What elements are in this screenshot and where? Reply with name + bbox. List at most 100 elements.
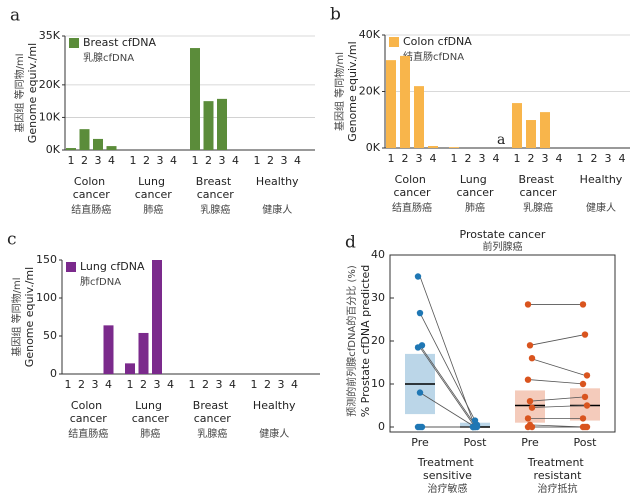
y-tick-label: 0K: [366, 141, 381, 154]
sample-label: 4: [430, 152, 437, 165]
point: [528, 355, 536, 362]
point: [416, 423, 424, 431]
sample-label: 4: [170, 154, 177, 167]
point: [528, 404, 536, 411]
bar: [79, 129, 90, 150]
sample-label: 3: [219, 154, 226, 167]
sample-label: 2: [264, 378, 271, 391]
pair-line: [529, 357, 586, 376]
point: [524, 376, 532, 383]
point: [526, 342, 534, 349]
panel-label: a: [10, 6, 20, 26]
category-label: Breast cancer: [196, 175, 235, 201]
bar: [540, 112, 550, 148]
category-label-cn: 结直肠癌: [71, 203, 111, 216]
sample-label: 1: [127, 378, 134, 391]
category-label-cn: 肺癌: [465, 201, 485, 214]
sample-label: 1: [189, 378, 196, 391]
chart-title: Prostate cancer: [460, 228, 546, 241]
bar: [106, 146, 117, 150]
sample-label: 2: [465, 152, 472, 165]
category-label: Healthy: [253, 399, 296, 412]
x-tick-label: Pre: [521, 436, 539, 449]
x-tick-label: Pre: [411, 436, 429, 449]
point: [579, 423, 587, 431]
sample-label: 3: [216, 378, 223, 391]
y-tick-label: 40: [371, 248, 385, 261]
point: [581, 331, 589, 338]
category-label-cn: 肺癌: [140, 427, 160, 440]
point: [414, 344, 422, 351]
y-axis-label: 基因组 等同物/ml: [13, 53, 26, 132]
pair-line: [529, 405, 586, 409]
category-label: Lung cancer: [135, 175, 173, 201]
legend-label: Breast cfDNA: [83, 36, 156, 49]
category-label: Healthy: [580, 173, 623, 186]
pair-line: [529, 396, 586, 402]
category-label: Colon cancer: [393, 173, 431, 199]
y-tick-label: 10K: [39, 110, 61, 123]
group-label-cn: 治疗敏感: [428, 482, 468, 495]
pair-line: [529, 334, 586, 346]
sample-label: 2: [528, 152, 535, 165]
y-tick-label: 30: [371, 291, 385, 304]
legend-label: Lung cfDNA: [80, 260, 145, 273]
point: [524, 301, 532, 308]
group-label: Treatment sensitive: [417, 456, 477, 482]
pair-line: [419, 392, 476, 428]
pair-line: [419, 345, 476, 426]
point: [414, 273, 422, 280]
bar: [93, 138, 103, 150]
point: [416, 309, 424, 317]
sample-label: 2: [81, 154, 88, 167]
sample-label: 3: [605, 152, 612, 165]
sample-label: 2: [202, 378, 209, 391]
y-axis-label: % Prostate cfDNA predicted: [359, 265, 372, 418]
bar: [103, 325, 114, 374]
bar: [203, 101, 214, 150]
y-tick-label: 0: [378, 420, 385, 433]
sample-label: 1: [130, 154, 137, 167]
point: [579, 415, 587, 422]
y-axis-label: 预测的前列腺cfDNA的百分比 (%): [345, 265, 358, 417]
sample-label: 1: [251, 378, 258, 391]
category-label: Healthy: [256, 175, 299, 188]
legend-swatch: [66, 262, 76, 272]
panel-label: b: [330, 5, 341, 25]
sample-label: 4: [232, 154, 239, 167]
pair-line: [419, 312, 476, 421]
sample-label: 4: [493, 152, 500, 165]
legend-label-cn: 肺cfDNA: [80, 276, 121, 288]
point: [581, 393, 589, 401]
sample-label: 3: [95, 154, 102, 167]
y-axis-label: Genome equiv./ml: [26, 43, 39, 143]
panel-label: c: [7, 230, 17, 250]
bar: [66, 148, 76, 150]
category-label: Colon cancer: [73, 175, 111, 201]
sample-label: 3: [416, 152, 423, 165]
sample-label: 3: [281, 154, 288, 167]
category-label: Lung cancer: [132, 399, 170, 425]
sample-label: 1: [68, 154, 75, 167]
point: [583, 402, 591, 409]
category-label-cn: 乳腺癌: [523, 201, 553, 214]
category-label-cn: 乳腺癌: [200, 203, 230, 216]
category-label-cn: 健康人: [259, 427, 289, 440]
sample-label: 3: [479, 152, 486, 165]
category-label: Lung cancer: [456, 173, 494, 199]
sample-label: 4: [167, 378, 174, 391]
bar: [400, 55, 410, 148]
legend-swatch: [69, 38, 79, 48]
sample-label: 3: [154, 378, 161, 391]
sample-label: 1: [388, 152, 395, 165]
sample-label: 1: [514, 152, 521, 165]
legend-swatch: [389, 37, 399, 47]
bar: [125, 363, 135, 374]
point: [579, 380, 587, 388]
bar: [526, 120, 536, 148]
y-tick-label: 40K: [359, 28, 381, 41]
point: [583, 372, 591, 379]
sample-label: 1: [254, 154, 261, 167]
pair-line: [419, 347, 476, 428]
